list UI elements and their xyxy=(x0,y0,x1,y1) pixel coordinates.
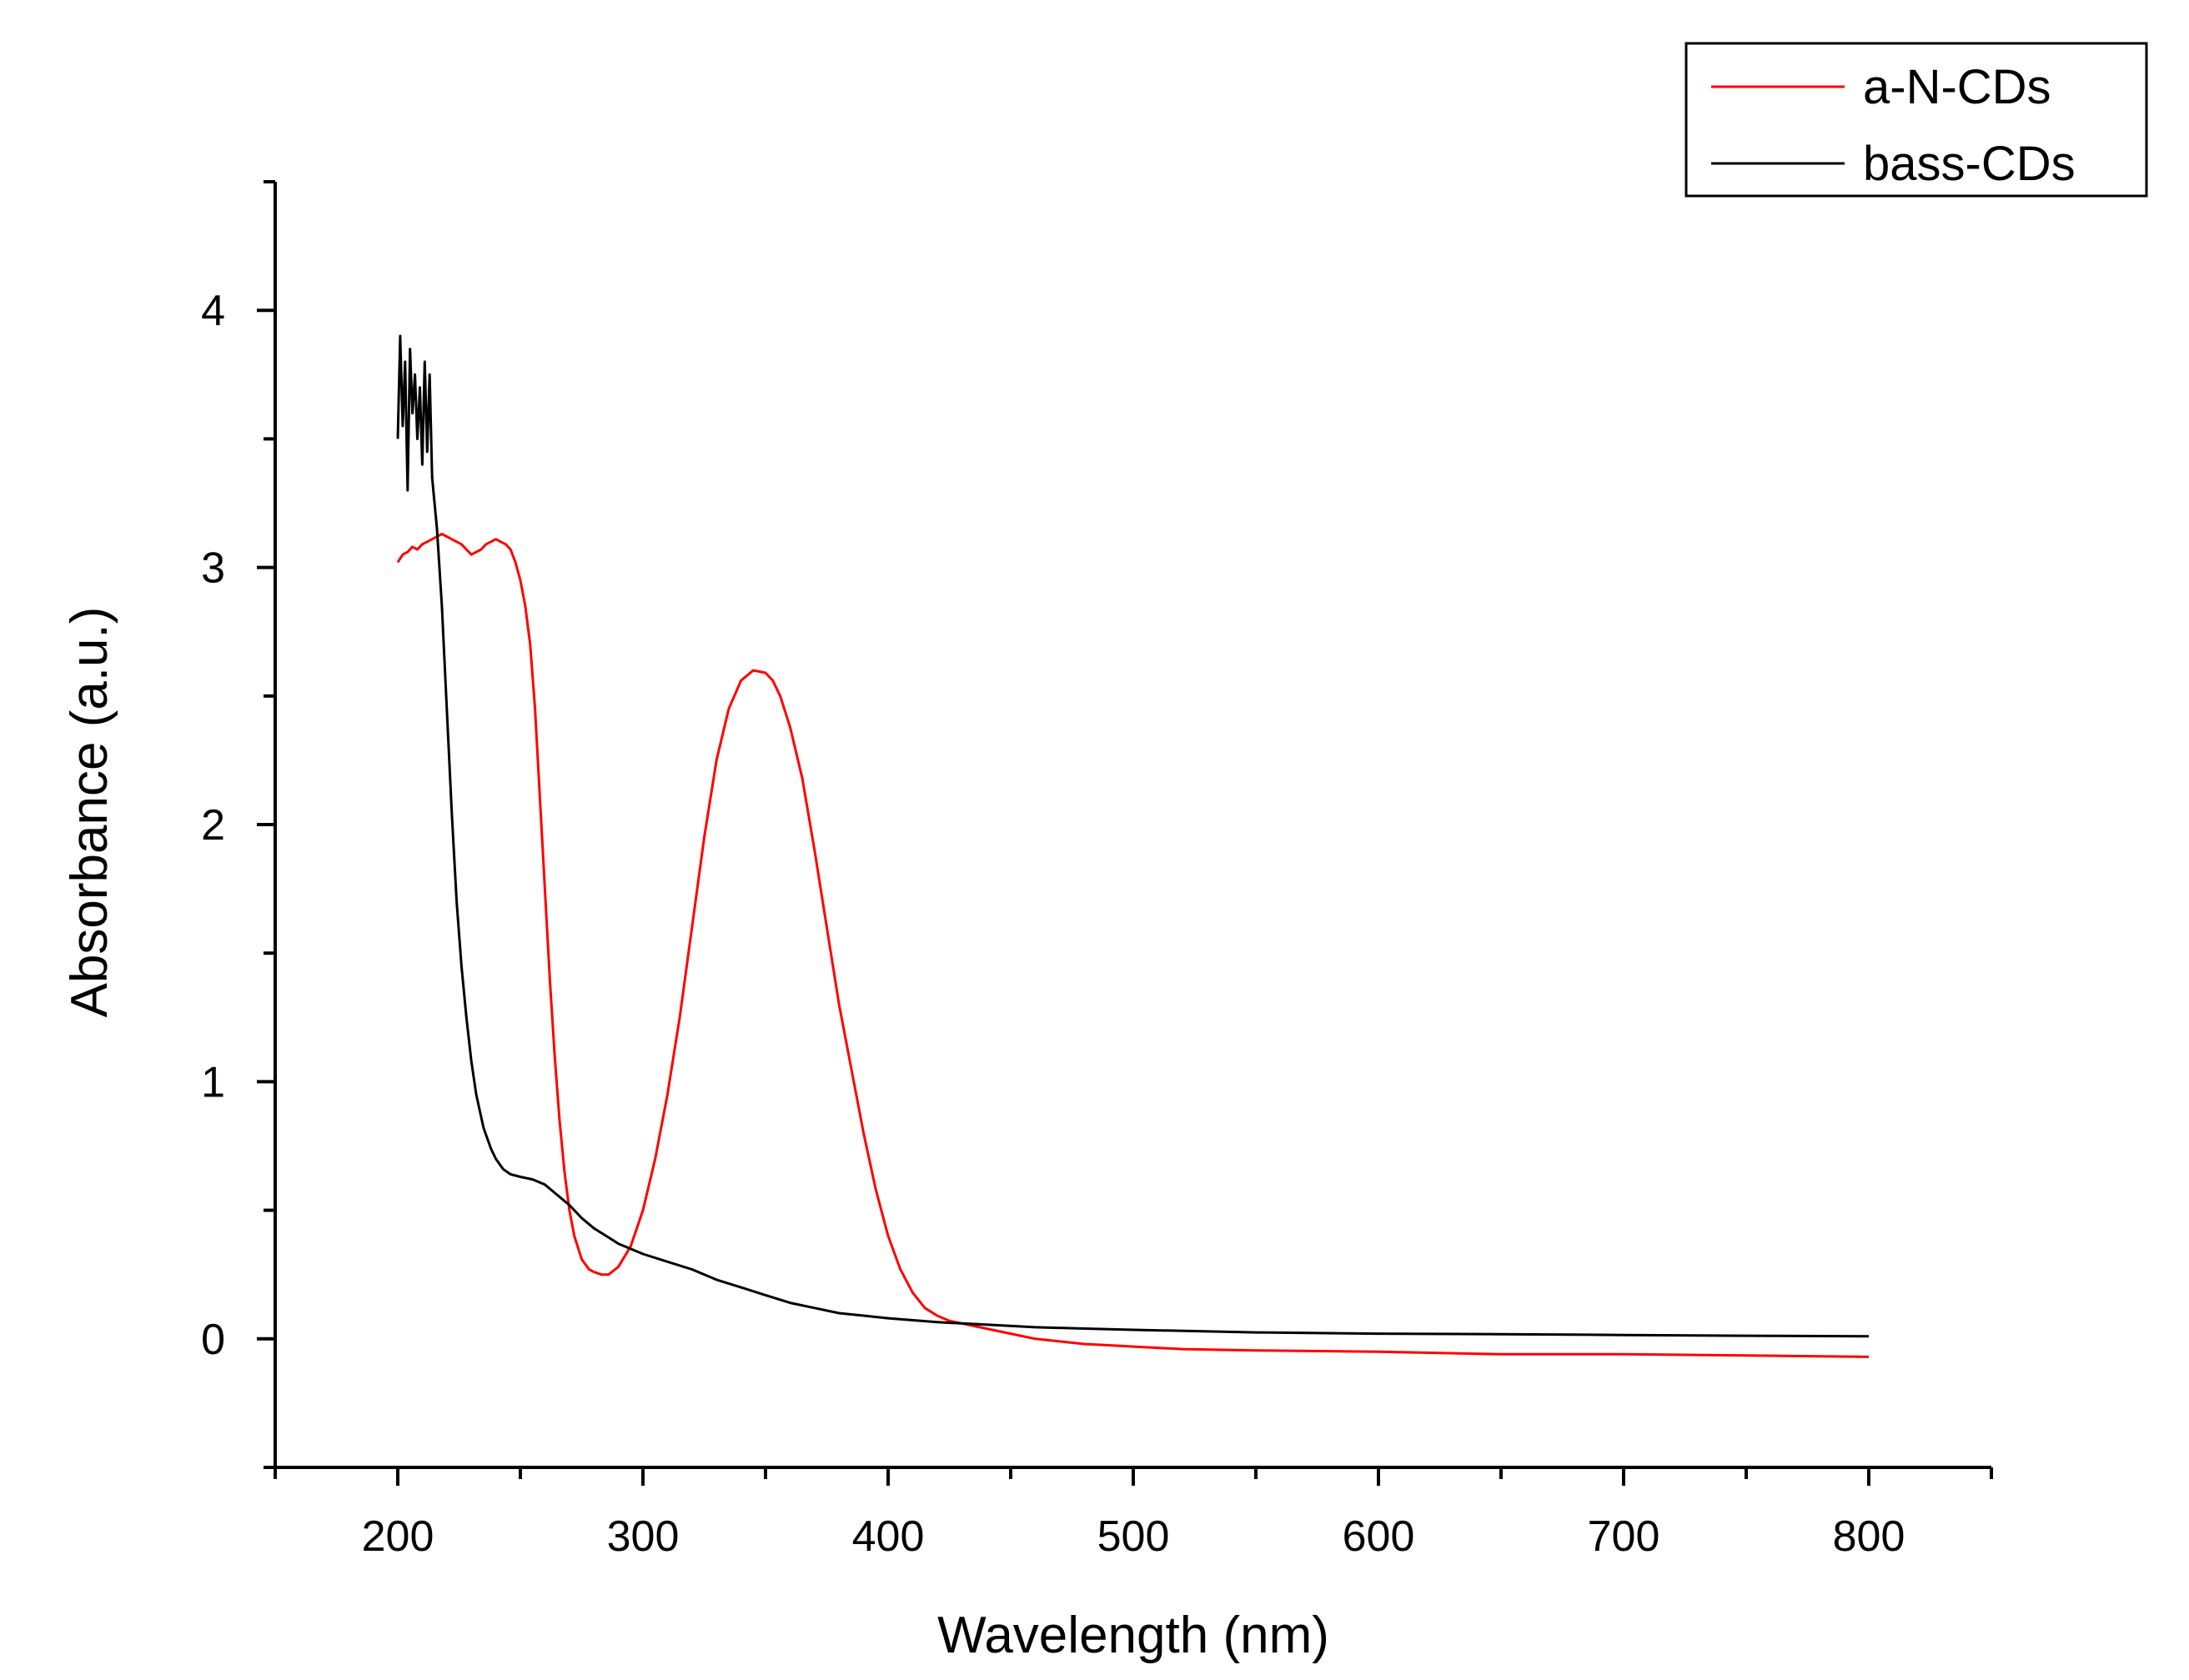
legend-box xyxy=(1684,42,2148,198)
x-tick-label: 800 xyxy=(1833,1512,1905,1561)
y-tick-label: 0 xyxy=(201,1316,225,1364)
y-tick-label: 4 xyxy=(201,287,225,335)
x-tick-label: 700 xyxy=(1588,1512,1660,1561)
legend-label: bass-CDs xyxy=(1863,137,2076,191)
x-tick-label: 300 xyxy=(607,1512,680,1561)
x-tick-label: 600 xyxy=(1343,1512,1415,1561)
x-tick-label: 200 xyxy=(362,1512,434,1561)
y-tick-label: 1 xyxy=(201,1058,225,1106)
y-tick-label: 2 xyxy=(201,801,225,850)
y-tick-label: 3 xyxy=(201,544,225,593)
legend: a-N-CDs bass-CDs xyxy=(1684,42,2148,198)
y-axis-title: Absorbance (a.u.) xyxy=(61,607,118,1018)
axes: 200 300 400 500 600 700 800 0 1 2 3 4 xyxy=(201,180,1993,1561)
x-tick-label: 500 xyxy=(1097,1512,1170,1561)
legend-label: a-N-CDs xyxy=(1863,60,2051,114)
series-line-a-n-cds xyxy=(396,533,1870,1358)
x-tick-label: 400 xyxy=(852,1512,925,1561)
series-line-bass-cds xyxy=(396,334,1870,1338)
series-lines xyxy=(396,334,1870,1358)
x-axis-title: Wavelength (nm) xyxy=(937,1607,1329,1664)
